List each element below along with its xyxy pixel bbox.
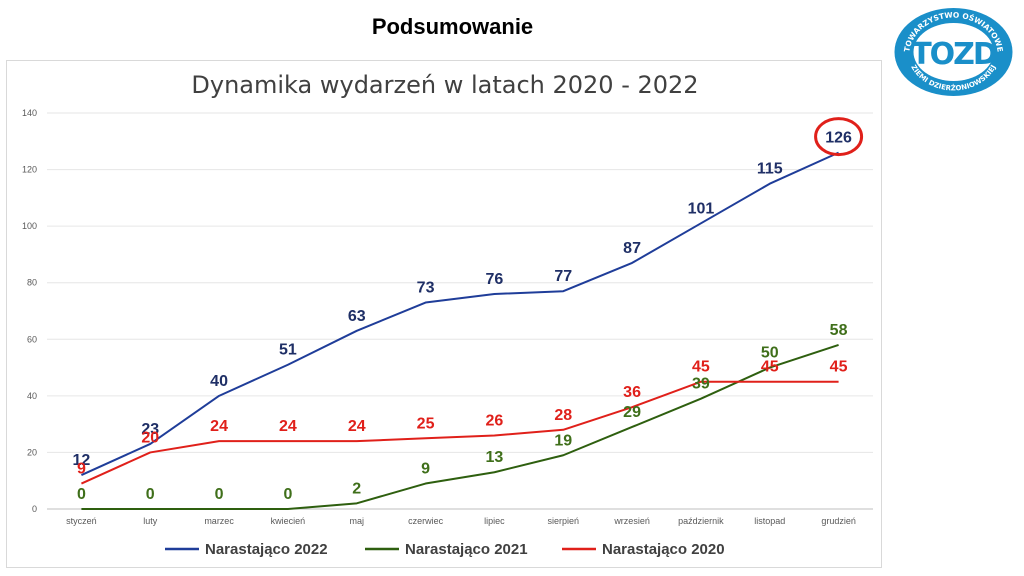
tozd-logo: TOZD TOWARZYSTWO OŚWIATOWE ZIEMI DZIERŻO… [894,8,1013,96]
chart-title: Dynamika wydarzeń w latach 2020 - 2022 [191,71,698,99]
series-line-narastaj-co-2022 [81,151,839,476]
data-label-narastaj-co-2020: 24 [348,418,366,435]
data-label-narastaj-co-2020: 24 [279,418,297,435]
y-tick-label: 60 [27,334,37,344]
data-label-narastaj-co-2020: 36 [623,384,641,401]
data-label-narastaj-co-2020: 24 [210,418,228,435]
data-label-narastaj-co-2020: 45 [761,359,779,376]
grid [47,112,873,510]
data-label-narastaj-co-2021: 19 [554,432,572,449]
x-tick-label: wrzesień [613,516,650,526]
x-tick-label: sierpień [547,516,579,526]
series-lines [81,151,839,510]
y-axis: 0 20 40 60 80 100 120 140 [22,108,37,514]
chart-frame: Dynamika wydarzeń w latach 2020 - 2022 0… [6,60,882,568]
data-label-narastaj-co-2021: 0 [77,486,86,503]
x-tick-label: czerwiec [408,516,444,526]
data-label-narastaj-co-2022: 40 [210,373,228,390]
data-label-narastaj-co-2020: 45 [692,359,710,376]
data-label-narastaj-co-2022: 87 [623,240,641,257]
data-label-narastaj-co-2020: 28 [554,407,572,424]
x-tick-label: styczeń [66,516,97,526]
data-label-narastaj-co-2021: 0 [215,486,224,503]
legend-label: Narastająco 2020 [602,541,725,558]
data-label-narastaj-co-2022: 12 [73,452,91,469]
x-tick-label: październik [678,516,724,526]
data-label-narastaj-co-2021: 2 [352,480,361,497]
data-label-narastaj-co-2021: 0 [283,486,292,503]
y-tick-label: 0 [32,504,37,514]
annotations [814,117,864,157]
data-label-narastaj-co-2021: 50 [761,345,779,362]
legend-label: Narastająco 2022 [205,541,328,558]
legend-item-narastaj-co-2022: Narastająco 2022 [165,541,328,558]
y-tick-label: 100 [22,221,37,231]
data-label-narastaj-co-2022: 76 [486,271,504,288]
data-label-narastaj-co-2022: 23 [141,421,159,438]
x-tick-label: listopad [754,516,785,526]
x-axis: styczeń luty marzec kwiecień maj czerwiec lipi… [66,516,856,526]
legend-label: Narastająco 2021 [405,541,528,558]
logo-monogram: TOZD [911,37,997,72]
data-label-narastaj-co-2021: 0 [146,486,155,503]
data-label-narastaj-co-2022: 63 [348,308,366,325]
y-tick-label: 140 [22,108,37,118]
data-label-narastaj-co-2022: 73 [417,280,435,297]
data-label-narastaj-co-2020: 20 [141,429,159,446]
data-label-narastaj-co-2021: 39 [692,376,710,393]
y-tick-label: 80 [27,278,37,288]
data-label-narastaj-co-2020: 9 [77,461,86,478]
x-tick-label: lipiec [484,516,505,526]
data-label-narastaj-co-2020: 25 [417,415,435,432]
series-line-narastaj-co-2021 [81,343,839,510]
line-chart: Dynamika wydarzeń w latach 2020 - 2022 0… [22,71,873,558]
data-label-narastaj-co-2022: 115 [757,161,783,178]
data-label-narastaj-co-2022: 51 [279,342,297,359]
data-label-narastaj-co-2022: 126 [825,130,852,147]
data-label-narastaj-co-2022: 77 [554,268,572,285]
data-label-narastaj-co-2021: 29 [623,404,641,421]
legend: Narastająco 2022 Narastająco 2021 Narastaj… [165,541,725,558]
highlight-circle [814,117,864,157]
slide-title: Podsumowanie [371,14,534,39]
legend-item-narastaj-co-2021: Narastająco 2021 [365,541,528,558]
x-tick-label: luty [143,516,158,526]
x-tick-label: grudzień [821,516,856,526]
data-label-narastaj-co-2021: 9 [421,461,430,478]
y-tick-label: 20 [27,447,37,457]
data-label-narastaj-co-2022: 101 [688,200,715,217]
x-tick-label: kwiecień [271,516,306,526]
legend-item-narastaj-co-2020: Narastająco 2020 [562,541,725,558]
y-tick-label: 40 [27,391,37,401]
data-label-narastaj-co-2020: 26 [486,412,504,429]
data-label-narastaj-co-2021: 58 [830,322,848,339]
x-tick-label: marzec [204,516,234,526]
data-label-narastaj-co-2021: 13 [486,449,504,466]
data-label-narastaj-co-2020: 45 [830,359,848,376]
series-line-narastaj-co-2020 [81,380,839,485]
y-tick-label: 120 [22,165,37,175]
x-tick-label: maj [349,516,364,526]
